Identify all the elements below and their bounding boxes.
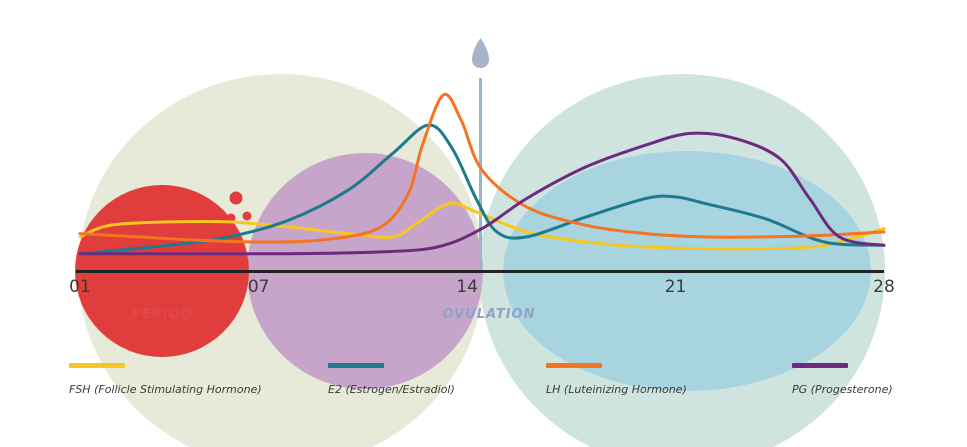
legend-item: E2 (Estrogen/Estradiol)	[328, 360, 455, 400]
legend-label: FSH (Follicle Stimulating Hormone)	[69, 383, 262, 396]
legend-swatch	[328, 363, 384, 368]
x-tick-label: 21	[665, 277, 687, 297]
x-axis-line	[76, 270, 884, 273]
legend-item: PG (Progesterone)	[792, 360, 893, 400]
series-line-2	[78, 92, 886, 244]
series-line-1	[78, 123, 886, 256]
ovulation-line	[479, 78, 482, 271]
legend-label: PG (Progesterone)	[792, 383, 893, 396]
legend-item: LH (Luteinizing Hormone)	[546, 360, 687, 400]
legend-label: E2 (Estrogen/Estradiol)	[328, 383, 455, 396]
x-tick-label: 01	[69, 277, 91, 297]
series-lines	[78, 92, 886, 256]
x-tick-label: 14	[456, 277, 478, 297]
x-axis-ticks: 01 07 14 21 28	[69, 277, 895, 297]
legend-swatch	[792, 363, 848, 368]
phase-label-period: PERIOD	[131, 307, 192, 322]
egg-icon	[472, 38, 489, 68]
x-tick-label: 07	[248, 277, 270, 297]
period-drop-small	[242, 211, 252, 221]
series-line-3	[78, 131, 886, 256]
x-tick-label: 28	[873, 277, 895, 297]
legend-label: LH (Luteinizing Hormone)	[546, 383, 687, 396]
legend-item: FSH (Follicle Stimulating Hormone)	[69, 360, 262, 400]
series-line-0	[78, 201, 886, 251]
period-drop-large	[229, 191, 243, 205]
ovulation-marker	[472, 38, 489, 271]
legend-swatch	[546, 363, 602, 368]
period-drop-medium	[226, 213, 236, 223]
phase-label-ovulation: OVULATION	[443, 307, 536, 322]
legend-swatch	[69, 363, 125, 368]
